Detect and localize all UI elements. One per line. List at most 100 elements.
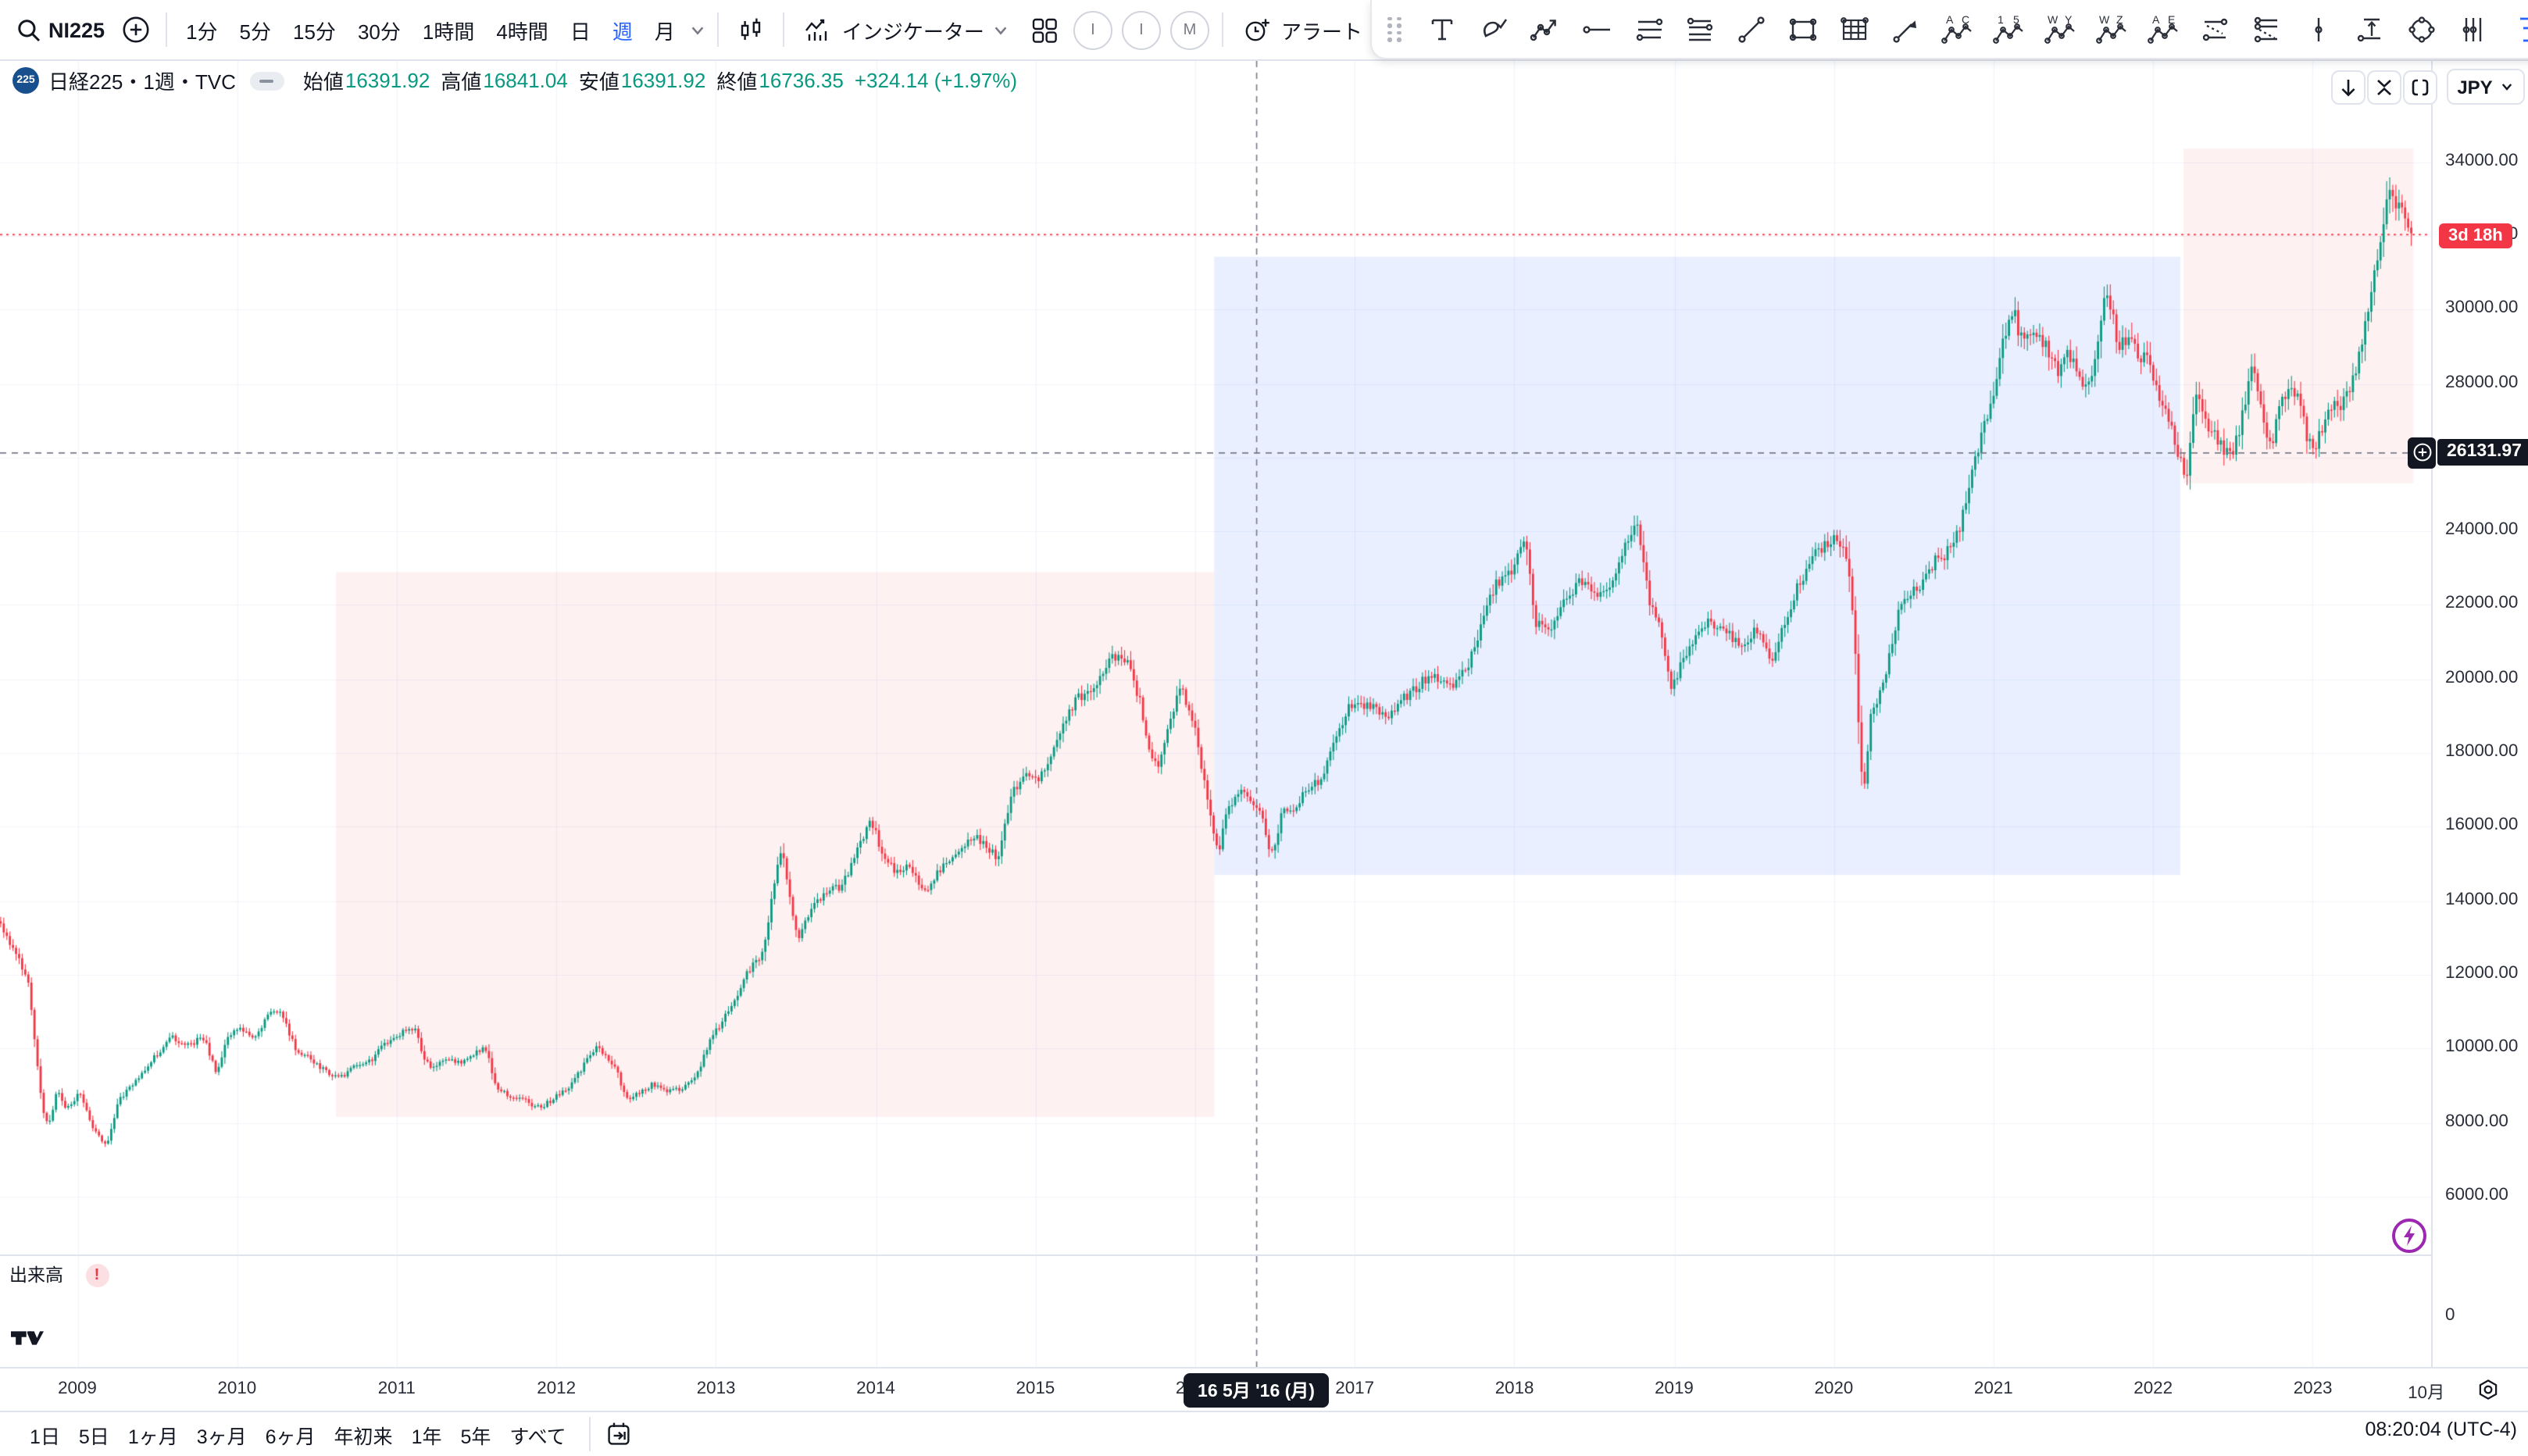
pattern-letter: C xyxy=(1961,12,1969,25)
instant-trading-lightning-icon[interactable] xyxy=(2389,1215,2430,1256)
symbol-title[interactable]: 日経225・1週・TVC xyxy=(48,70,236,94)
pattern-wy-tool-icon[interactable]: W Y xyxy=(2041,10,2079,48)
search-icon[interactable] xyxy=(16,16,42,43)
chart-style-candles-icon[interactable] xyxy=(727,8,775,52)
volume-warning-badge[interactable]: ! xyxy=(85,1263,109,1286)
time-axis-label: 2014 xyxy=(856,1379,895,1398)
time-axis-label: 2012 xyxy=(537,1379,577,1398)
high-value: 16841.04 xyxy=(483,69,568,92)
indicators-button[interactable]: インジケーター xyxy=(792,8,1020,52)
time-axis-label: 2022 xyxy=(2133,1379,2173,1398)
disjoint-lines-tool-icon[interactable] xyxy=(2248,10,2285,48)
maximize-chart-button[interactable] xyxy=(2403,70,2437,105)
compare-add-symbol-button[interactable] xyxy=(114,8,158,52)
layout-preset-3[interactable]: M xyxy=(1169,10,1209,49)
arrow-marker-tool-icon[interactable] xyxy=(1887,10,1924,48)
symbol-logo: 225 xyxy=(12,67,39,94)
price-axis-label: 6000.00 xyxy=(2445,1185,2508,1204)
collapse-icon xyxy=(2377,80,2391,95)
volume-label[interactable]: 出来高 xyxy=(9,1267,63,1286)
price-axis[interactable]: 34000.0032000.0030000.0028000.0026000.00… xyxy=(2433,61,2528,1367)
toolbar-separator xyxy=(716,12,719,47)
time-axis-settings-gear-icon[interactable] xyxy=(2476,1378,2500,1401)
time-axis-label: 2021 xyxy=(1973,1379,2013,1398)
volume-pane-separator[interactable] xyxy=(0,1254,2528,1256)
timeframe-1m[interactable]: 1分 xyxy=(186,20,218,43)
scroll-to-recent-button[interactable] xyxy=(2331,70,2366,105)
plus-circle-icon xyxy=(2412,444,2431,462)
legend-collapse-button[interactable] xyxy=(249,71,284,90)
pattern-letter: E xyxy=(2167,12,2174,25)
timeframe-15m[interactable]: 15分 xyxy=(293,20,336,43)
price-axis-label: 22000.00 xyxy=(2445,594,2519,613)
timeframe-5m[interactable]: 5分 xyxy=(239,20,271,43)
clipped-tool-icon[interactable] xyxy=(2505,10,2528,48)
collapse-pane-button[interactable] xyxy=(2367,70,2401,105)
layout-grid-icon[interactable] xyxy=(1020,8,1069,52)
goto-date-calendar-icon[interactable] xyxy=(605,1420,634,1448)
range-1m-button[interactable]: 1ヶ月 xyxy=(127,1426,178,1447)
interval-menu-chevron-icon[interactable] xyxy=(689,21,706,38)
horizontal-ray-tool-icon[interactable] xyxy=(1577,10,1615,48)
pattern-ae-tool-icon[interactable]: A E xyxy=(2144,10,2182,48)
disjoint-channel-tool-icon[interactable] xyxy=(2196,10,2233,48)
pattern-abcd-tool-icon[interactable]: A C xyxy=(1938,10,1976,48)
timeframe-1d[interactable]: 日 xyxy=(570,20,591,43)
vertical-line-tool-icon[interactable] xyxy=(2299,10,2337,48)
symbol-legend: 225 日経225・1週・TVC 始値 16391.92 高値 16841.04… xyxy=(12,66,1028,95)
toolbar-separator xyxy=(782,12,784,47)
long-position-tool-icon[interactable] xyxy=(2351,10,2388,48)
time-axis[interactable]: 2009201020112012201320142015201620172018… xyxy=(0,1367,2528,1411)
range-3m-button[interactable]: 3ヶ月 xyxy=(196,1426,247,1447)
tradingview-logo[interactable] xyxy=(11,1326,44,1350)
chevron-down-icon xyxy=(2502,84,2512,91)
range-6m-button[interactable]: 6ヶ月 xyxy=(265,1426,316,1447)
pattern-letter: Z xyxy=(2116,12,2123,25)
range-5d-button[interactable]: 5日 xyxy=(78,1426,109,1447)
alert-button[interactable]: アラート xyxy=(1231,8,1373,52)
gann-box-tool-icon[interactable] xyxy=(1835,10,1873,48)
currency-label: JPY xyxy=(2457,76,2493,98)
trend-line-tool-icon[interactable] xyxy=(1732,10,1769,48)
brush-tool-icon[interactable] xyxy=(1474,10,1512,48)
zigzag-arrow-tool-icon[interactable] xyxy=(1526,10,1563,48)
drag-handle-icon[interactable] xyxy=(1387,16,1403,41)
timeframe-1mo[interactable]: 月 xyxy=(654,20,675,43)
pattern-letter: 1 xyxy=(1997,12,2003,25)
layout-preset-2[interactable]: I xyxy=(1121,10,1161,49)
pattern-letter: W xyxy=(2047,12,2058,25)
timeframe-1h[interactable]: 1時間 xyxy=(422,20,475,43)
range-1d-button[interactable]: 1日 xyxy=(30,1426,60,1447)
time-cycles-tool-icon[interactable] xyxy=(2454,10,2491,48)
indicators-icon xyxy=(803,15,833,45)
cycle-tool-icon[interactable] xyxy=(2402,10,2440,48)
range-5y-button[interactable]: 5年 xyxy=(460,1426,491,1447)
close-label: 終値 xyxy=(716,70,758,94)
add-alert-plus-button[interactable] xyxy=(2408,437,2436,468)
range-ytd-button[interactable]: 年初来 xyxy=(334,1426,393,1447)
pattern-wz-tool-icon[interactable]: W Z xyxy=(2093,10,2130,48)
price-chart-canvas[interactable] xyxy=(0,61,2433,1367)
flat-lines-tool-icon[interactable] xyxy=(1680,10,1718,48)
session-clock[interactable]: 08:20:04 (UTC-4) xyxy=(2365,1419,2517,1440)
pattern-letter: Y xyxy=(2064,12,2072,25)
time-axis-label: 2017 xyxy=(1335,1379,1375,1398)
text-tool-icon[interactable] xyxy=(1423,10,1460,48)
price-axis-label: 24000.00 xyxy=(2445,520,2519,540)
rectangle-tool-icon[interactable] xyxy=(1784,10,1821,48)
symbol-search-button[interactable]: NI225 xyxy=(48,18,105,41)
range-1y-button[interactable]: 1年 xyxy=(411,1426,442,1447)
timeframe-1w-active[interactable]: 週 xyxy=(612,20,633,43)
time-axis-label: 2015 xyxy=(1016,1379,1055,1398)
layout-preset-1[interactable]: I xyxy=(1073,10,1112,49)
range-all-button[interactable]: すべて xyxy=(509,1426,566,1447)
price-axis-label: 20000.00 xyxy=(2445,668,2519,687)
close-value: 16736.35 xyxy=(759,69,844,92)
pattern-elliott-impulse-tool-icon[interactable]: 1 5 xyxy=(1990,10,2027,48)
parallel-lines-tool-icon[interactable] xyxy=(1629,10,1666,48)
currency-selector-button[interactable]: JPY xyxy=(2447,69,2525,105)
time-axis-label: 2018 xyxy=(1494,1379,1534,1398)
timeframe-30m[interactable]: 30分 xyxy=(357,20,401,43)
timeframe-4h[interactable]: 4時間 xyxy=(496,20,548,43)
